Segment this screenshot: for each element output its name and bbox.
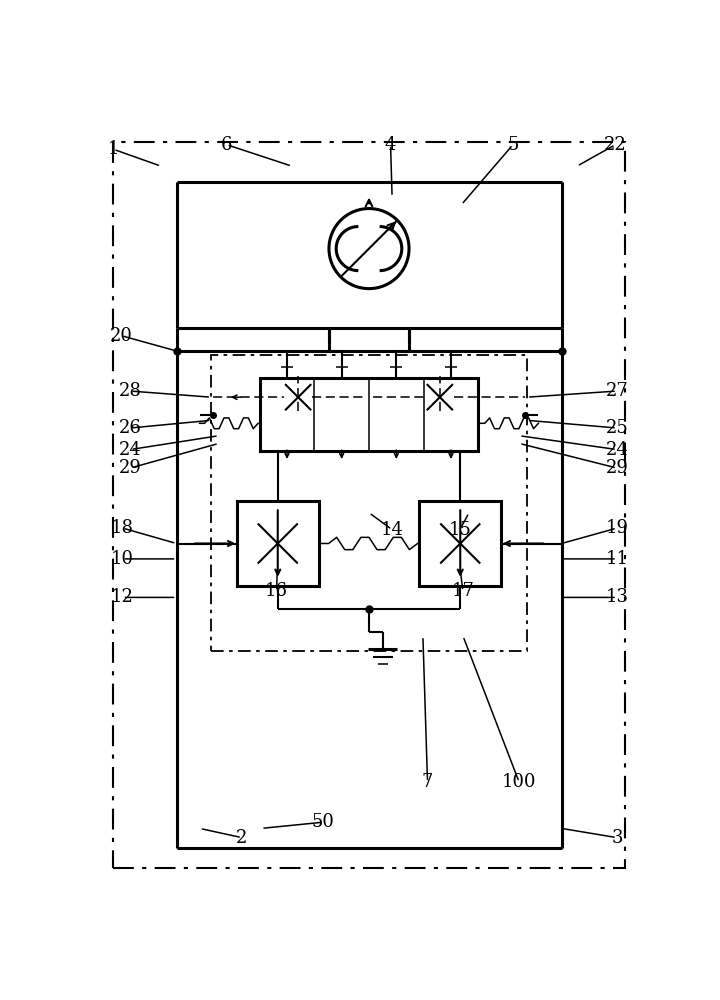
Text: 26: 26 [119, 419, 142, 437]
Text: 12: 12 [111, 588, 134, 606]
Text: 7: 7 [422, 773, 433, 791]
Text: 50: 50 [311, 813, 334, 831]
Text: 4: 4 [385, 136, 396, 154]
Text: 29: 29 [606, 459, 629, 477]
Text: 100: 100 [502, 773, 536, 791]
Text: 19: 19 [606, 519, 629, 537]
Text: 24: 24 [119, 441, 142, 459]
Text: 25: 25 [606, 419, 629, 437]
Text: 28: 28 [119, 382, 142, 400]
Text: 1: 1 [107, 140, 119, 158]
Text: 17: 17 [451, 582, 474, 600]
Text: 22: 22 [604, 136, 627, 154]
Text: 6: 6 [221, 136, 233, 154]
Text: 10: 10 [111, 550, 134, 568]
Text: 16: 16 [265, 582, 288, 600]
Text: 11: 11 [606, 550, 629, 568]
Bar [419, 501, 501, 586]
Text: 2: 2 [236, 829, 248, 847]
Text: 13: 13 [606, 588, 629, 606]
Text: 15: 15 [449, 521, 472, 539]
Text: 18: 18 [111, 519, 134, 537]
Text: 3: 3 [611, 829, 623, 847]
Bar [260, 378, 478, 451]
Text: 20: 20 [109, 327, 132, 345]
Text: 27: 27 [606, 382, 629, 400]
Text: 14: 14 [381, 521, 403, 539]
Text: 5: 5 [508, 136, 518, 154]
Text: 29: 29 [119, 459, 142, 477]
Bar [237, 501, 319, 586]
Text: 24: 24 [606, 441, 629, 459]
Bar [211, 355, 527, 651]
